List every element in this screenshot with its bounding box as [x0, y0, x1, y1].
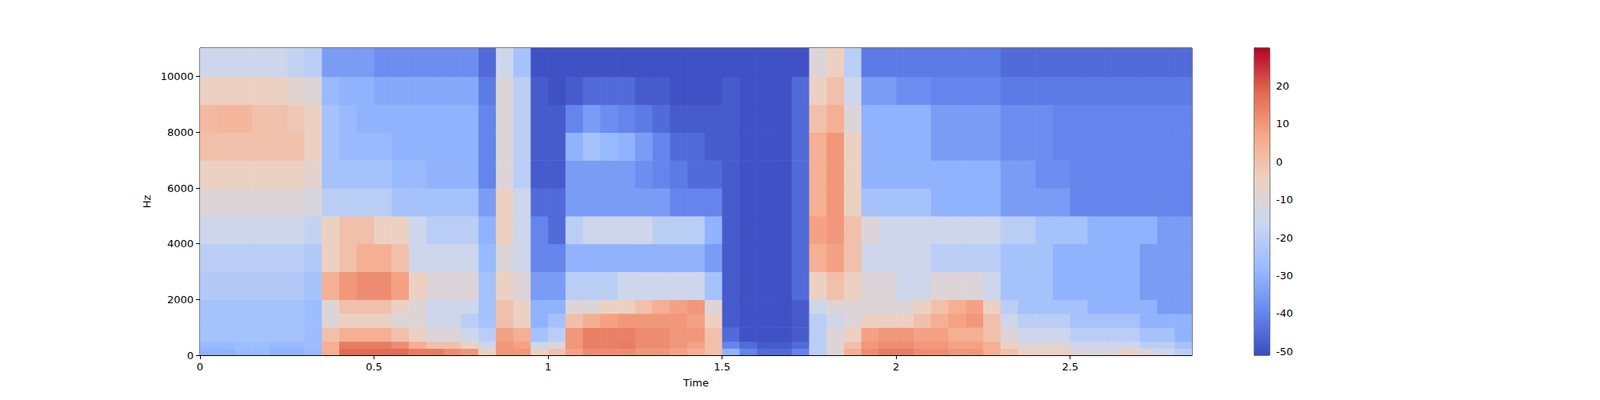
svg-text:Hz: Hz: [140, 195, 153, 209]
svg-text:-50: -50: [1276, 345, 1293, 358]
svg-text:10000: 10000: [160, 70, 194, 83]
svg-text:0: 0: [196, 360, 204, 373]
svg-text:1: 1: [544, 360, 552, 373]
svg-text:10: 10: [1276, 117, 1290, 130]
svg-text:Time: Time: [682, 376, 709, 389]
svg-text:0: 0: [1276, 156, 1283, 168]
svg-text:6000: 6000: [167, 182, 194, 195]
svg-text:1.5: 1.5: [713, 360, 731, 373]
svg-text:-40: -40: [1276, 307, 1293, 320]
svg-text:0.5: 0.5: [365, 360, 383, 373]
svg-text:8000: 8000: [167, 126, 194, 139]
svg-text:2: 2: [892, 360, 900, 373]
svg-text:4000: 4000: [167, 237, 194, 250]
svg-text:2.5: 2.5: [1061, 360, 1079, 373]
svg-text:-30: -30: [1276, 269, 1293, 282]
svg-text:0: 0: [187, 349, 194, 362]
svg-text:2000: 2000: [167, 293, 194, 306]
svg-text:-20: -20: [1276, 232, 1293, 244]
svg-text:-10: -10: [1276, 193, 1293, 206]
svg-text:20: 20: [1276, 80, 1290, 92]
